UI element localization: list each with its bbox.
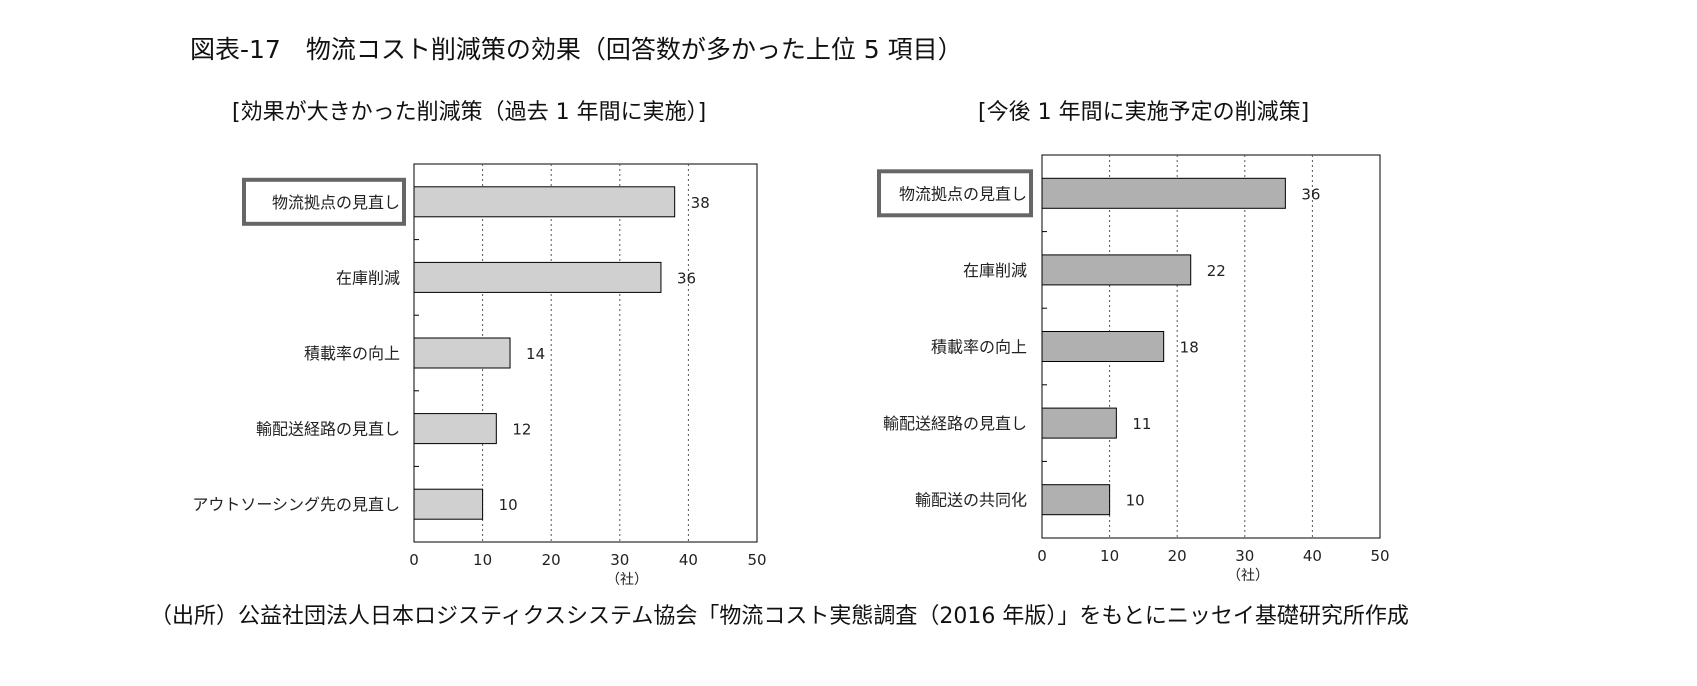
chart1-bar: [413, 413, 497, 445]
chart2-x-tick-label: 20: [1168, 547, 1187, 565]
chart1-data-label: 38: [691, 194, 710, 212]
chart2-bar: [1041, 407, 1117, 439]
chart-1-title: [効果が大きかった削減策（過去 1 年間に実施）]: [232, 100, 707, 125]
chart1-category-label: 輸配送経路の見直し: [256, 420, 400, 439]
chart-2-title: [今後 1 年間に実施予定の削減策]: [978, 100, 1310, 125]
chart1-x-tick-label: 40: [679, 551, 698, 569]
source-note: （出所）公益社団法人日本ロジスティクスシステム協会「物流コスト実態調査（2016…: [150, 604, 1409, 629]
chart1-bar: [413, 488, 484, 520]
chart1-category-label: 積載率の向上: [304, 344, 400, 363]
chart1-x-tick-label: 0: [409, 551, 419, 569]
chart2-bar: [1041, 177, 1286, 209]
chart1-bar: [413, 186, 676, 218]
chart2-x-tick-label: 0: [1037, 547, 1047, 565]
chart2-x-tick-label: 40: [1303, 547, 1322, 565]
chart1-category-label: アウトソーシング先の見直し: [192, 495, 400, 514]
chart2-bar: [1041, 331, 1165, 362]
chart2-category-label: 輸配送経路の見直し: [883, 414, 1027, 433]
chart1-data-label: 12: [512, 421, 531, 439]
chart1-category-label: 物流拠点の見直し: [272, 193, 400, 212]
chart2-x-tick-label: 10: [1100, 547, 1119, 565]
chart1-x-tick-label: 20: [542, 551, 561, 569]
chart1-data-label: 36: [677, 269, 696, 287]
chart2-x-axis-unit: （社）: [1227, 568, 1269, 584]
chart1-highlight-box: [242, 177, 406, 226]
chart2-x-tick-label: 50: [1370, 547, 1389, 565]
chart1-data-label: 14: [526, 345, 545, 363]
chart2-data-label: 11: [1132, 415, 1151, 433]
chart2-category-label: 物流拠点の見直し: [899, 184, 1027, 203]
chart2-data-label: 10: [1126, 492, 1145, 510]
chart1-data-label: 10: [499, 496, 518, 514]
chart2-data-label: 18: [1180, 339, 1199, 357]
page-title: 図表-17 物流コスト削減策の効果（回答数が多かった上位 5 項目）: [190, 35, 963, 64]
chart2-bar: [1041, 484, 1111, 516]
bar-charts: 0 10 20 30 40 50 （社） 38 物流拠点の見直し 36 在庫削減 14 積載率の向上 12…: [192, 154, 1390, 588]
chart2-highlight-box: [877, 169, 1033, 218]
chart1-x-axis-unit: （社）: [606, 572, 648, 588]
chart2-category-label: 積載率の向上: [931, 338, 1027, 357]
chart1-bar: [413, 261, 662, 293]
chart1-bar: [413, 337, 511, 369]
chart1-category-label: 在庫削減: [336, 268, 400, 287]
chart2-data-label: 36: [1301, 185, 1320, 203]
chart1-x-tick-label: 30: [610, 551, 629, 569]
chart2-data-label: 22: [1207, 262, 1226, 280]
chart2-category-label: 輸配送の共同化: [915, 491, 1027, 510]
chart2-x-tick-label: 30: [1235, 547, 1254, 565]
chart2-bar: [1041, 254, 1192, 286]
chart1-x-tick-label: 10: [473, 551, 492, 569]
chart1-x-tick-label: 50: [747, 551, 766, 569]
chart2-category-label: 在庫削減: [963, 261, 1027, 280]
